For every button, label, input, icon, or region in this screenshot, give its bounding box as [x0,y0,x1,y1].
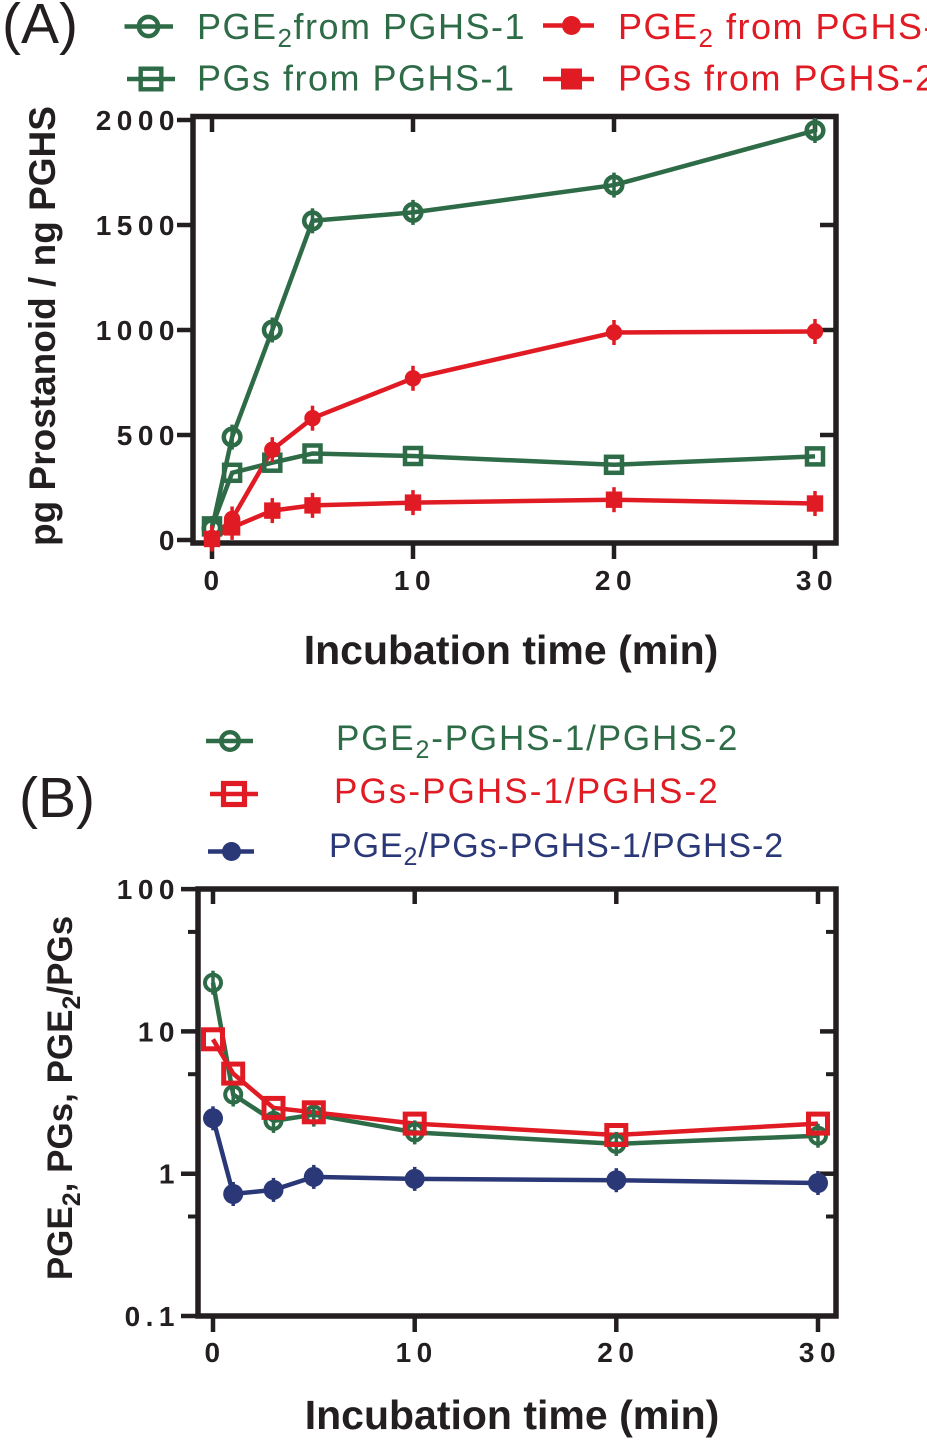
svg-text:10: 10 [394,565,436,596]
svg-text:20: 20 [595,565,637,596]
svg-text:2000: 2000 [96,105,180,136]
svg-text:30: 30 [799,1337,841,1368]
svg-text:(B): (B) [19,766,95,830]
svg-text:500: 500 [117,420,180,451]
svg-text:PGE2, PGs, PGE2/PGs: PGE2, PGs, PGE2/PGs [41,916,86,1280]
svg-text:0: 0 [204,1337,225,1368]
svg-text:30: 30 [796,565,838,596]
svg-text:100: 100 [117,874,180,905]
svg-text:1: 1 [159,1159,180,1190]
svg-text:PGE2from PGHS-1: PGE2from PGHS-1 [197,6,526,53]
svg-text:Incubation time (min): Incubation time (min) [304,627,719,673]
svg-text:10: 10 [138,1016,180,1047]
svg-text:(A): (A) [2,0,78,56]
svg-text:PGs from PGHS-1: PGs from PGHS-1 [197,58,516,99]
svg-text:PGs-PGHS-1/PGHS-2: PGs-PGHS-1/PGHS-2 [334,772,720,811]
svg-text:PGE2/PGs-PGHS-1/PGHS-2: PGE2/PGs-PGHS-1/PGHS-2 [329,827,784,871]
svg-text:0: 0 [203,565,224,596]
svg-text:0.1: 0.1 [125,1301,180,1332]
svg-text:PGs from PGHS-2: PGs from PGHS-2 [618,58,927,99]
svg-text:0: 0 [159,525,180,556]
svg-text:10: 10 [396,1337,438,1368]
svg-text:PGE2 from PGHS-2: PGE2 from PGHS-2 [618,6,927,53]
svg-text:1500: 1500 [96,210,180,241]
svg-text:pg Prostanoid / ng PGHS: pg Prostanoid / ng PGHS [22,106,63,546]
svg-text:Incubation time (min): Incubation time (min) [305,1392,720,1438]
svg-text:PGE2-PGHS-1/PGHS-2: PGE2-PGHS-1/PGHS-2 [336,719,739,764]
svg-text:20: 20 [597,1337,639,1368]
svg-text:1000: 1000 [96,315,180,346]
